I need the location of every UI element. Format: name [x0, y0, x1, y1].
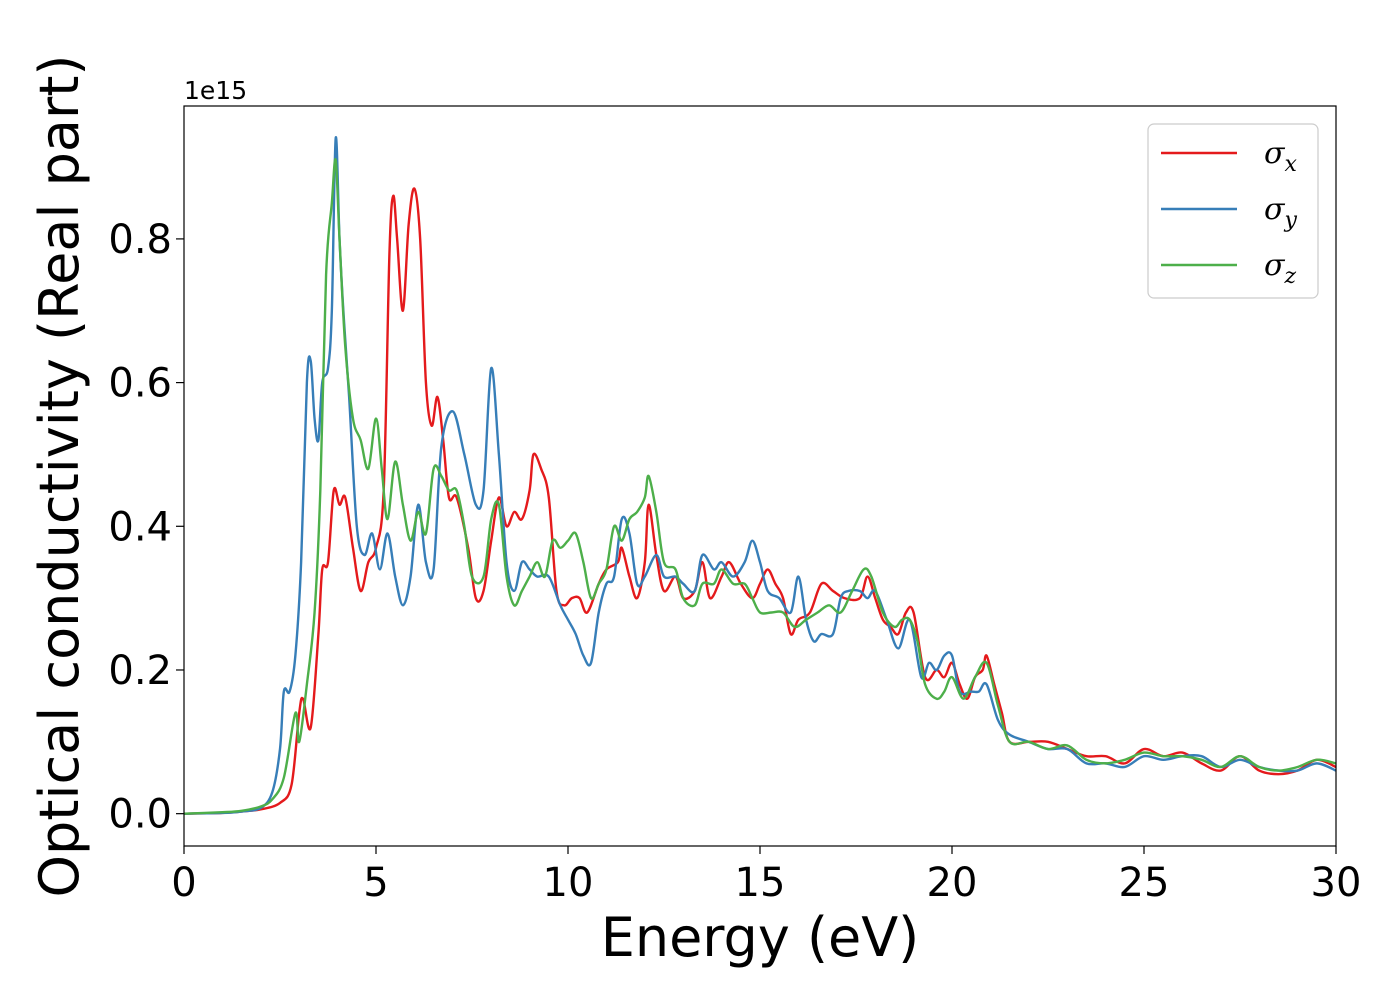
x-tick-label: 5 — [363, 860, 388, 906]
legend-label-z: σz — [1264, 248, 1296, 289]
legend: σx σy σz — [1147, 123, 1319, 299]
y-axis-label: Optical conductivity (Real part) — [28, 55, 91, 898]
y-tick-label: 0.8 — [108, 217, 172, 263]
x-tick-label: 25 — [1119, 860, 1170, 906]
series-layer — [184, 136, 1336, 815]
legend-label-y: σy — [1264, 192, 1297, 233]
x-tick-label: 0 — [171, 860, 196, 906]
x-tick-label: 20 — [927, 860, 978, 906]
x-axis-ticks: 0 5 10 15 20 25 30 — [171, 846, 1361, 906]
y-axis-offset-label: 1e15 — [184, 76, 247, 105]
y-tick-label: 0.6 — [108, 361, 172, 407]
x-tick-label: 30 — [1311, 860, 1362, 906]
x-tick-label: 10 — [543, 860, 594, 906]
x-tick-label: 15 — [735, 860, 786, 906]
y-axis-ticks: 0.0 0.2 0.4 0.6 0.8 — [108, 217, 184, 838]
x-axis-label: Energy (eV) — [601, 906, 920, 969]
series-line-z — [184, 158, 1336, 815]
plot-background — [184, 106, 1336, 846]
legend-box — [1147, 123, 1319, 299]
y-tick-label: 0.2 — [108, 648, 172, 694]
legend-label-x: σx — [1264, 136, 1297, 177]
y-tick-label: 0.4 — [108, 504, 172, 550]
y-tick-label: 0.0 — [108, 792, 172, 838]
